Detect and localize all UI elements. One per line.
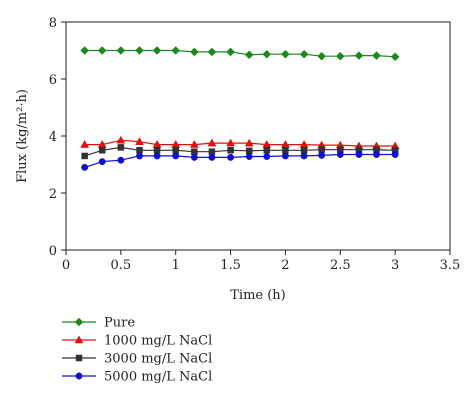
series-line-1000-mg-l-nacl xyxy=(84,139,396,147)
x-tick-label: 3 xyxy=(391,258,399,273)
data-point-5000-mg-l-nacl xyxy=(263,153,271,160)
data-point-pure xyxy=(354,51,364,60)
legend-label-pure: Pure xyxy=(104,316,135,331)
x-axis-title: Time (h) xyxy=(230,288,286,303)
x-tick-label: 0 xyxy=(62,258,70,273)
y-tick-label: 8 xyxy=(49,16,57,31)
data-point-3000-mg-l-nacl xyxy=(208,148,216,155)
data-point-pure xyxy=(335,51,345,61)
data-point-pure xyxy=(97,46,107,55)
legend-item-5000-mg-l-nacl: 5000 mg/L NaCl xyxy=(62,370,212,385)
legend-label-1000-mg-l-nacl: 1000 mg/L NaCl xyxy=(104,334,212,349)
data-point-1000-mg-l-nacl xyxy=(135,137,144,145)
legend-item-3000-mg-l-nacl: 3000 mg/L NaCl xyxy=(62,352,212,367)
series-pure xyxy=(80,46,400,62)
data-point-5000-mg-l-nacl xyxy=(227,153,235,161)
data-point-pure xyxy=(390,52,400,62)
data-point-3000-mg-l-nacl xyxy=(172,147,179,154)
data-point-5000-mg-l-nacl xyxy=(355,151,363,158)
data-point-pure xyxy=(190,47,199,57)
data-point-3000-mg-l-nacl xyxy=(300,147,308,154)
data-point-pure xyxy=(372,51,381,60)
data-point-pure xyxy=(226,47,235,57)
legend: Pure 1000 mg/L NaCl 3000 mg/L NaCl 5000 mg/… xyxy=(62,316,212,385)
data-point-pure xyxy=(152,46,162,55)
data-point-5000-mg-l-nacl xyxy=(190,153,198,161)
data-point-pure xyxy=(207,47,217,57)
y-tick-label: 4 xyxy=(49,130,57,145)
data-point-5000-mg-l-nacl xyxy=(117,156,125,164)
data-point-3000-mg-l-nacl xyxy=(282,147,289,154)
legend-marker-pure xyxy=(74,317,84,327)
data-point-5000-mg-l-nacl xyxy=(136,152,143,160)
data-point-pure xyxy=(262,49,272,59)
data-point-pure xyxy=(317,51,326,61)
data-point-1000-mg-l-nacl xyxy=(80,140,90,148)
y-tick-label: 0 xyxy=(49,244,57,259)
legend-item-pure: Pure xyxy=(62,316,135,331)
data-point-1000-mg-l-nacl xyxy=(189,140,199,148)
data-point-3000-mg-l-nacl xyxy=(227,147,234,154)
legend-label-5000-mg-l-nacl: 5000 mg/L NaCl xyxy=(104,370,212,385)
data-point-5000-mg-l-nacl xyxy=(318,151,326,159)
data-point-3000-mg-l-nacl xyxy=(191,148,198,155)
data-point-5000-mg-l-nacl xyxy=(172,152,180,160)
data-point-pure xyxy=(244,50,254,60)
data-point-5000-mg-l-nacl xyxy=(336,151,344,158)
data-point-5000-mg-l-nacl xyxy=(81,163,89,171)
data-point-3000-mg-l-nacl xyxy=(153,147,161,154)
y-axis-title: Flux (kg/m²·h) xyxy=(15,89,30,183)
data-point-3000-mg-l-nacl xyxy=(263,147,271,154)
x-axis: 0 0.5 1 1.5 2 2.5 3 3.5 xyxy=(62,250,460,273)
data-point-5000-mg-l-nacl xyxy=(391,151,399,158)
x-tick-label: 2 xyxy=(281,258,289,273)
data-point-3000-mg-l-nacl xyxy=(81,152,88,160)
legend-item-1000-mg-l-nacl: 1000 mg/L NaCl xyxy=(62,334,212,349)
data-point-3000-mg-l-nacl xyxy=(245,147,253,155)
data-point-3000-mg-l-nacl xyxy=(136,147,143,154)
y-tick-label: 2 xyxy=(49,187,57,202)
data-point-5000-mg-l-nacl xyxy=(98,158,106,166)
data-point-pure xyxy=(171,46,181,55)
data-point-5000-mg-l-nacl xyxy=(281,152,289,160)
legend-label-3000-mg-l-nacl: 3000 mg/L NaCl xyxy=(104,352,212,367)
series-layer xyxy=(80,46,400,171)
y-tick-label: 6 xyxy=(49,73,57,88)
legend-marker-3000-mg-l-nacl xyxy=(75,354,83,362)
data-point-3000-mg-l-nacl xyxy=(98,147,106,154)
data-point-pure xyxy=(116,46,126,55)
data-point-pure xyxy=(80,46,90,55)
data-point-pure xyxy=(135,46,144,55)
data-point-pure xyxy=(281,49,290,59)
data-point-5000-mg-l-nacl xyxy=(300,152,308,160)
x-tick-label: 3.5 xyxy=(440,258,461,273)
y-axis: 0 2 4 6 8 xyxy=(49,16,66,259)
series-1000-mg-l-nacl xyxy=(80,135,400,150)
series-line-pure xyxy=(84,49,396,58)
x-tick-label: 1 xyxy=(172,258,180,273)
data-point-pure xyxy=(299,49,309,59)
x-tick-label: 0.5 xyxy=(111,258,132,273)
legend-marker-5000-mg-l-nacl xyxy=(75,372,83,380)
series-3000-mg-l-nacl xyxy=(81,144,399,160)
x-tick-label: 2.5 xyxy=(330,258,351,273)
data-point-3000-mg-l-nacl xyxy=(318,146,325,153)
data-point-5000-mg-l-nacl xyxy=(373,151,380,158)
data-point-5000-mg-l-nacl xyxy=(208,153,216,161)
data-point-1000-mg-l-nacl xyxy=(226,138,236,147)
data-point-1000-mg-l-nacl xyxy=(207,138,217,147)
data-point-1000-mg-l-nacl xyxy=(244,138,254,147)
data-point-3000-mg-l-nacl xyxy=(117,144,125,151)
legend-marker-1000-mg-l-nacl xyxy=(74,335,84,344)
series-line-5000-mg-l-nacl xyxy=(84,153,396,168)
series-5000-mg-l-nacl xyxy=(81,151,399,171)
data-point-5000-mg-l-nacl xyxy=(153,152,161,160)
data-point-5000-mg-l-nacl xyxy=(245,153,253,160)
data-point-1000-mg-l-nacl xyxy=(116,135,126,144)
x-tick-label: 1.5 xyxy=(220,258,241,273)
